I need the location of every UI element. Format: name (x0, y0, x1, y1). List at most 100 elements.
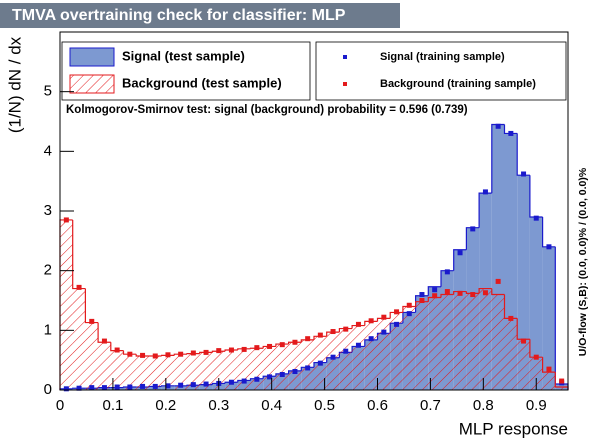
point (368, 318, 374, 324)
point (546, 366, 552, 372)
bar-outline (453, 249, 467, 271)
x-tick-label: 0.2 (155, 397, 176, 414)
legend-label: Signal (training sample) (380, 51, 505, 63)
point (508, 130, 514, 136)
bar (98, 342, 111, 390)
bar (187, 353, 200, 390)
bar-outline (84, 288, 99, 324)
point (140, 383, 146, 389)
point (228, 347, 234, 353)
x-tick-label: 0 (56, 397, 64, 414)
point (114, 384, 120, 390)
bar (339, 328, 353, 390)
point (559, 378, 565, 384)
point (190, 350, 196, 356)
point (216, 348, 222, 354)
bar (110, 350, 124, 390)
bar (136, 355, 149, 390)
bar (529, 357, 543, 390)
point (406, 302, 412, 308)
bar (390, 312, 403, 390)
bar (364, 321, 378, 390)
point (432, 293, 438, 299)
point (470, 226, 476, 232)
point (89, 385, 95, 391)
legend-label: Signal (test sample) (122, 48, 245, 63)
point (127, 384, 133, 390)
point (254, 345, 260, 351)
bar-outline (478, 287, 492, 294)
point (178, 382, 184, 388)
point (368, 336, 374, 342)
bar-outline (542, 357, 556, 373)
point (521, 171, 527, 177)
bar (199, 352, 213, 390)
point (152, 383, 158, 389)
point (254, 376, 260, 382)
legend-marker (343, 82, 347, 86)
point (317, 360, 323, 366)
chart-title: TMVA overtraining check for classifier: … (12, 7, 346, 24)
point (495, 278, 501, 284)
bar (275, 344, 289, 390)
point (432, 287, 438, 293)
point (114, 347, 120, 353)
point (152, 353, 158, 359)
point (419, 298, 425, 303)
y-tick-label: 1 (44, 321, 52, 338)
bar (377, 318, 391, 390)
bar (263, 346, 276, 390)
bar (453, 291, 467, 390)
point (444, 289, 450, 295)
bar (402, 306, 416, 390)
bar (301, 339, 314, 390)
point (343, 326, 349, 332)
legend-marker (343, 55, 347, 59)
bar (174, 354, 187, 390)
bar (491, 294, 505, 390)
bar (161, 355, 175, 390)
point (101, 385, 107, 391)
point (355, 321, 361, 327)
y-axis-label: (1/N) dN / dx (5, 36, 24, 133)
point (241, 346, 247, 352)
legend-swatch (69, 74, 115, 94)
annotation: Kolmogorov-Smirnov test: signal (backgro… (66, 104, 468, 116)
point (63, 386, 69, 392)
point (495, 123, 501, 129)
bar (517, 339, 530, 390)
point (470, 292, 476, 298)
point (127, 351, 133, 357)
bar (148, 355, 162, 390)
point (101, 338, 107, 344)
bar (542, 246, 556, 390)
y-tick-label: 0 (44, 381, 52, 398)
point (178, 351, 184, 357)
point (267, 374, 273, 380)
x-axis-label: MLP response (459, 419, 568, 438)
point (521, 338, 527, 344)
bar (479, 288, 492, 390)
bar (352, 325, 365, 390)
x-tick-label: 0.7 (420, 397, 441, 414)
x-tick-label: 0.5 (314, 397, 335, 414)
point (63, 217, 69, 223)
point (457, 250, 463, 256)
bar (72, 288, 86, 390)
bar (237, 348, 251, 390)
legend-box (315, 41, 567, 101)
bar (123, 354, 137, 390)
title-box (0, 3, 400, 28)
bar-outline (554, 246, 569, 390)
point (305, 365, 311, 371)
bar (326, 332, 340, 390)
side-note: U/O-flow (S,B): (0.0, 0.0)% / (0.0, 0.0)… (577, 167, 589, 356)
bar-outline (491, 288, 505, 296)
bar-outline (427, 286, 441, 296)
x-tick-label: 0.6 (367, 397, 388, 414)
point (444, 269, 450, 275)
bar (555, 387, 568, 390)
point (267, 343, 273, 349)
point (343, 348, 349, 354)
point (203, 381, 209, 387)
